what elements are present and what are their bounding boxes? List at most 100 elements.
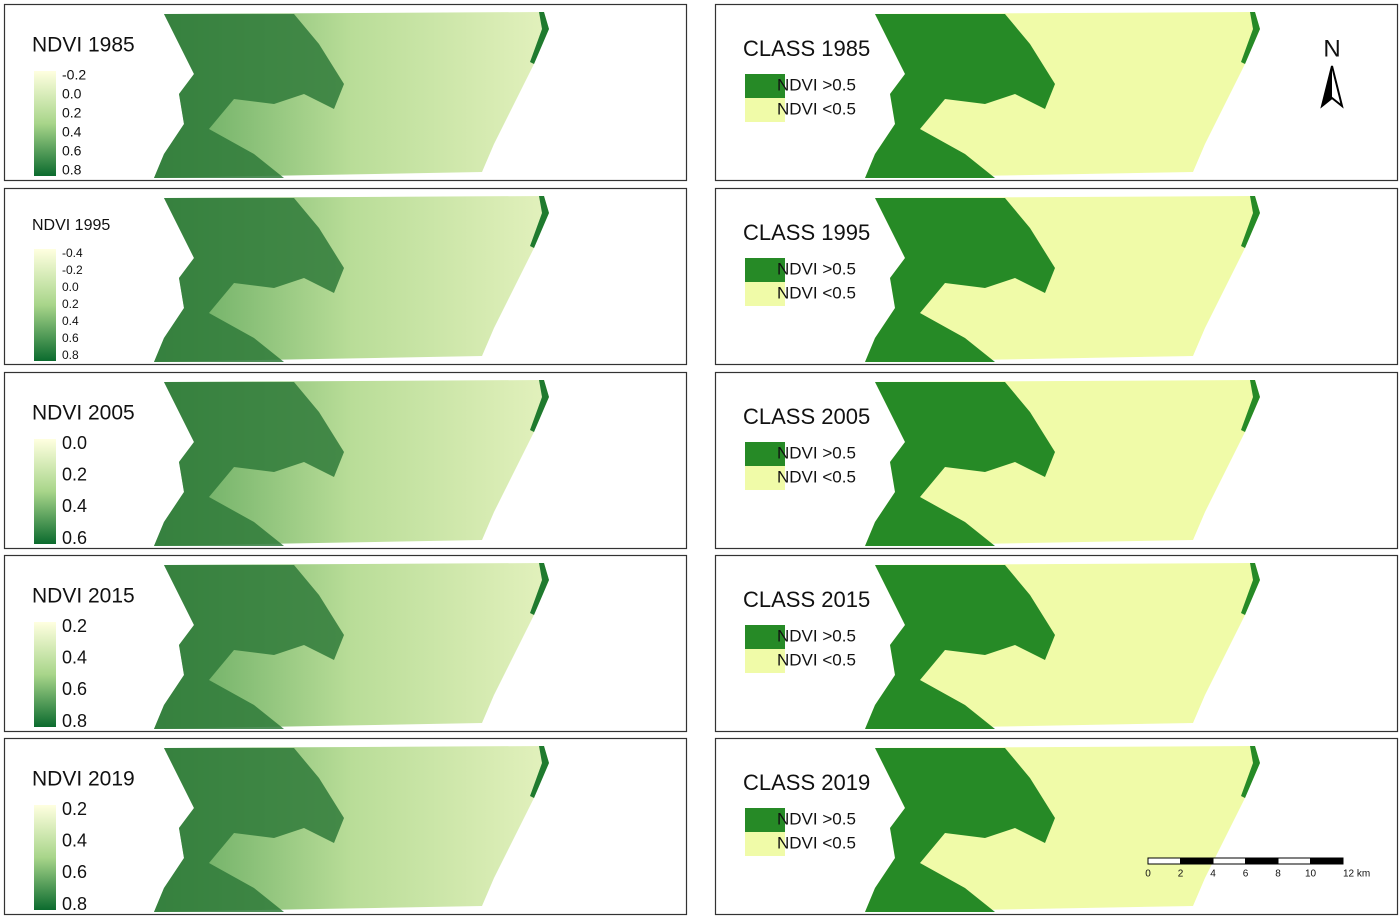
ndvi-panel: NDVI 2005 0.0 0.2 0.4 0.6 xyxy=(3,371,688,550)
forest xyxy=(154,565,344,729)
legend-label: 0.0 xyxy=(62,86,82,102)
legend-label: -0.2 xyxy=(62,263,83,277)
coast xyxy=(530,12,549,64)
legend-label: 0.4 xyxy=(62,496,87,516)
ndvi-panel: NDVI 2015 0.2 0.4 0.6 0.8 xyxy=(3,554,688,733)
legend-label: 0.8 xyxy=(62,162,82,178)
legend-swatch xyxy=(745,258,785,282)
ndvi-panel: NDVI 1995 -0.4 -0.2 0.0 0.2 0.4 0.6 0.8 xyxy=(3,187,688,366)
legend-title: NDVI 2015 xyxy=(32,585,135,608)
scale-segment xyxy=(1147,857,1181,865)
class-high xyxy=(865,565,1055,729)
coast xyxy=(530,380,549,432)
legend-swatch xyxy=(745,808,785,832)
scale-segment xyxy=(1212,857,1246,865)
class-panel: CLASS 1985 NDVI >0.5 NDVI <0.5 xyxy=(714,3,1399,182)
legend-label: 0.0 xyxy=(62,433,87,453)
coast xyxy=(1241,196,1260,248)
class-high xyxy=(865,14,1055,178)
legend-label: 0.4 xyxy=(62,830,87,850)
legend-label: 0.6 xyxy=(62,528,87,548)
legend-label: 0.8 xyxy=(62,348,79,362)
scale-label: 8 xyxy=(1275,869,1281,880)
north-arrow-half xyxy=(1322,66,1332,106)
legend-label: 0.2 xyxy=(62,297,79,311)
coast xyxy=(530,196,549,248)
scale-segment xyxy=(1310,857,1344,865)
legend-title: CLASS 1985 xyxy=(743,36,870,61)
coast xyxy=(1241,12,1260,64)
legend-label: 0.6 xyxy=(62,679,87,699)
scale-label: 4 xyxy=(1210,869,1216,880)
legend-label: 0.2 xyxy=(62,799,87,819)
legend-swatch xyxy=(745,282,785,306)
legend-label: NDVI <0.5 xyxy=(777,833,856,852)
legend-label: NDVI >0.5 xyxy=(777,809,856,828)
legend-label: 0.4 xyxy=(62,124,82,140)
forest xyxy=(154,382,344,546)
legend-label: 0.4 xyxy=(62,314,79,328)
color-ramp xyxy=(34,71,56,176)
legend-title: CLASS 2015 xyxy=(743,587,870,612)
legend-swatch xyxy=(745,98,785,122)
scale-label: 0 xyxy=(1145,869,1151,880)
scale-label: 6 xyxy=(1243,869,1249,880)
class-high xyxy=(865,382,1055,546)
legend-title: CLASS 2005 xyxy=(743,404,870,429)
legend-label: NDVI <0.5 xyxy=(777,650,856,669)
legend-label: 0.2 xyxy=(62,105,82,121)
legend-title: CLASS 1995 xyxy=(743,220,870,245)
legend-swatch xyxy=(745,442,785,466)
scale-label: 10 xyxy=(1305,869,1317,880)
legend-label: 0.8 xyxy=(62,711,87,731)
coast xyxy=(1241,563,1260,615)
ndvi-panel: NDVI 2019 0.2 0.4 0.6 0.8 xyxy=(3,737,688,916)
legend-swatch xyxy=(745,466,785,490)
legend-label: 0.0 xyxy=(62,280,79,294)
legend-label: NDVI >0.5 xyxy=(777,259,856,278)
scale-label: 2 xyxy=(1178,869,1184,880)
color-ramp xyxy=(34,805,56,910)
coast xyxy=(530,746,549,798)
forest xyxy=(154,198,344,362)
color-ramp xyxy=(34,249,56,361)
legend-label: -0.4 xyxy=(62,246,83,260)
coast xyxy=(530,563,549,615)
scale-segment xyxy=(1180,857,1214,865)
legend-swatch xyxy=(745,625,785,649)
legend-label: -0.2 xyxy=(62,67,86,83)
legend-label: 0.2 xyxy=(62,464,87,484)
scale-segment xyxy=(1277,857,1311,865)
color-ramp xyxy=(34,439,56,544)
ndvi-panel: NDVI 1985 -0.2 0.0 0.2 0.4 0.6 0.8 xyxy=(3,3,688,182)
forest xyxy=(154,748,344,912)
legend-swatch xyxy=(745,74,785,98)
color-ramp xyxy=(34,622,56,727)
class-high xyxy=(865,748,1055,912)
legend-label: NDVI >0.5 xyxy=(777,443,856,462)
class-panel: CLASS 2015 NDVI >0.5 NDVI <0.5 xyxy=(714,554,1399,733)
legend-label: 0.4 xyxy=(62,647,87,667)
coast xyxy=(1241,380,1260,432)
scale-segment xyxy=(1245,857,1279,865)
legend-swatch xyxy=(745,832,785,856)
class-panel: CLASS 1995 NDVI >0.5 NDVI <0.5 xyxy=(714,187,1399,366)
legend-label: 0.8 xyxy=(62,894,87,914)
legend-label: NDVI >0.5 xyxy=(777,75,856,94)
class-panel: CLASS 2005 NDVI >0.5 NDVI <0.5 xyxy=(714,371,1399,550)
legend-swatch xyxy=(745,649,785,673)
scale-label: 12 km xyxy=(1343,869,1370,880)
legend-label: NDVI <0.5 xyxy=(777,467,856,486)
legend-label: 0.2 xyxy=(62,616,87,636)
legend-label: NDVI <0.5 xyxy=(777,283,856,302)
legend-title: NDVI 2005 xyxy=(32,402,135,425)
class-high xyxy=(865,198,1055,362)
legend-title: NDVI 1985 xyxy=(32,34,135,57)
legend-label: NDVI >0.5 xyxy=(777,626,856,645)
legend-title: NDVI 1995 xyxy=(32,217,110,234)
class-panel: CLASS 2019 NDVI >0.5 NDVI <0.5 xyxy=(714,737,1399,916)
legend-title: CLASS 2019 xyxy=(743,770,870,795)
forest xyxy=(154,14,344,178)
legend-label: 0.6 xyxy=(62,331,79,345)
legend-label: 0.6 xyxy=(62,143,82,159)
